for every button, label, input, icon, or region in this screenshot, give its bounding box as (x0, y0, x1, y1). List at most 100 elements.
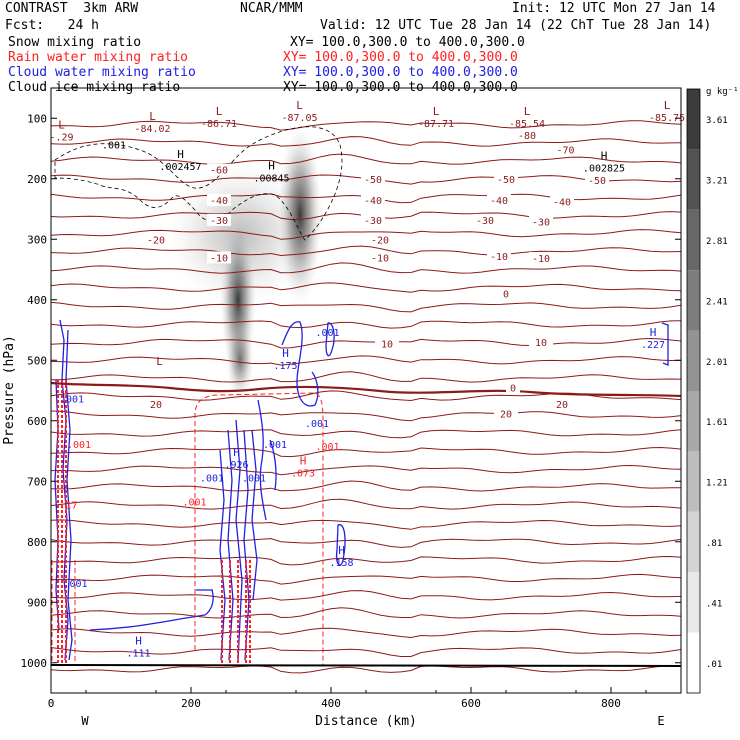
temperature-line (51, 153, 681, 165)
temperature-label-bg (361, 193, 385, 206)
extremum-value: .001 (315, 328, 339, 339)
temperature-label: -60 (210, 166, 228, 177)
temperature-label: -30 (210, 216, 228, 227)
extrema-labels: L-.29L-84.02L-86.71L-87.05L-87.71L-85.54… (49, 99, 685, 659)
extremum-value: .175 (273, 361, 297, 372)
y-tick-label: 600 (27, 415, 47, 428)
axes: 0 200 400 600 800100200300400500600700800900… (21, 112, 681, 710)
extremum-value: -86.71 (201, 119, 237, 130)
extremum-value: -.29 (49, 133, 73, 144)
temperature-line (51, 245, 681, 257)
extremum-value: -87.71 (418, 119, 454, 130)
extremum-symbol: L (216, 105, 223, 118)
colorbar-label: .01 (706, 660, 722, 670)
field-xy-rain: XY= 100.0,300.0 to 400.0,300.0 (283, 50, 518, 65)
temperature-line (51, 262, 681, 274)
colorbar-label: 2.01 (706, 358, 728, 368)
y-tick-label: 300 (27, 233, 47, 246)
temperature-line (51, 282, 681, 293)
temperature-label: -10 (210, 253, 228, 264)
temperature-label: -70 (556, 146, 574, 157)
colorbar-label: 3.21 (706, 177, 728, 187)
east-label: E (657, 714, 664, 728)
extremum-symbol: L (664, 99, 671, 112)
extremum-symbol: L (433, 105, 440, 118)
extremum-value: .001 (200, 473, 224, 484)
temperature-label-bg (585, 173, 609, 186)
temperature-label: 20 (556, 400, 568, 411)
temperature-label-bg (144, 233, 168, 246)
extremum-value: .002457 (159, 162, 201, 173)
extremum-symbol: H (282, 347, 289, 360)
valid-time: Valid: 12 UTC Tue 28 Jan 14 (22 ChT Tue … (320, 18, 712, 33)
temperature-line (51, 229, 681, 240)
temperature-label-bg (487, 250, 511, 263)
colorbar-segment (687, 391, 700, 452)
temperature-line (51, 590, 681, 601)
temperature-label: -50 (497, 175, 515, 186)
temperature-line (51, 464, 681, 476)
temperature-line (51, 446, 681, 458)
temperature-line (51, 301, 681, 313)
temperature-label-bg (207, 251, 231, 264)
temperature-line (51, 429, 681, 439)
x-tick-label: 400 (321, 697, 341, 710)
extremum-value: .001 (305, 419, 329, 430)
colorbar-label: .81 (706, 539, 722, 549)
temperature-line (51, 519, 681, 530)
colorbar-frame (686, 88, 701, 694)
field-name-cloud-water: Cloud water mixing ratio (8, 65, 196, 80)
x-axis-label: Distance (km) (315, 714, 417, 729)
temperature-labels: -80-70-60-50 -50 -50-40 -40 -40 -40-30 -30 -30-… (144, 129, 609, 420)
extremum-symbol: H (135, 635, 142, 648)
extremum-symbol: L (58, 119, 65, 132)
init-time: Init: 12 UTC Mon 27 Jan 14 (512, 1, 716, 16)
temperature-label-bg (550, 195, 574, 208)
x-tick-label: 800 (601, 697, 621, 710)
temperature-label: -10 (532, 254, 550, 265)
field-name-rain: Rain water mixing ratio (8, 50, 189, 65)
forecast-hour: Fcst: 24 h (5, 18, 99, 33)
colorbar-label: 1.61 (706, 418, 728, 428)
temperature-label-bg (515, 129, 539, 142)
extremum-symbol: H (601, 149, 608, 162)
temperature-label-bg (529, 215, 553, 228)
cloud-water-contours (54, 319, 669, 661)
freezing-level-line (50, 381, 682, 398)
temperature-label-bg (144, 397, 168, 410)
extremum-symbol: H (338, 544, 345, 557)
temperature-label: -50 (364, 175, 382, 186)
extremum-value: -85.75 (649, 113, 685, 124)
temperature-label: 0 (503, 290, 509, 301)
temperature-label-bg (473, 213, 497, 226)
temperature-label-bg (529, 336, 553, 349)
extremum-value: .00845 (253, 174, 289, 185)
temperature-label: -40 (553, 198, 571, 209)
freezing-label-bg (506, 381, 520, 394)
temperature-label-bg (207, 193, 231, 206)
extremum-value: -84.02 (134, 124, 170, 135)
temperature-line (51, 371, 681, 383)
temperature-label: -40 (210, 196, 228, 207)
temperature-line (51, 498, 681, 510)
colorbar-label: 2.81 (706, 237, 728, 247)
extremum-value: .001 (315, 442, 339, 453)
temperature-label-bg (494, 287, 518, 300)
temperature-label-bg (361, 213, 385, 226)
extremum-value: .111 (126, 649, 150, 660)
temperature-label-bg (529, 252, 553, 265)
extremum-symbol: H (268, 160, 275, 173)
colorbar-label: 3.61 (706, 116, 728, 126)
extremum-value: .001 (242, 473, 266, 484)
extremum-symbol: L (149, 110, 156, 123)
field-xy-snow: XY= 100.0,300.0 to 400.0,300.0 (290, 35, 525, 50)
temperature-label-bg (368, 251, 392, 264)
temperature-label: -30 (364, 216, 382, 227)
y-tick-label: 200 (27, 173, 47, 186)
rain-water-contours (51, 380, 324, 665)
temperature-line (51, 410, 681, 422)
y-tick-label: 1000 (21, 657, 48, 670)
colorbar-unit: g kg⁻¹ (706, 87, 739, 97)
extremum-value: .001 (63, 579, 87, 590)
